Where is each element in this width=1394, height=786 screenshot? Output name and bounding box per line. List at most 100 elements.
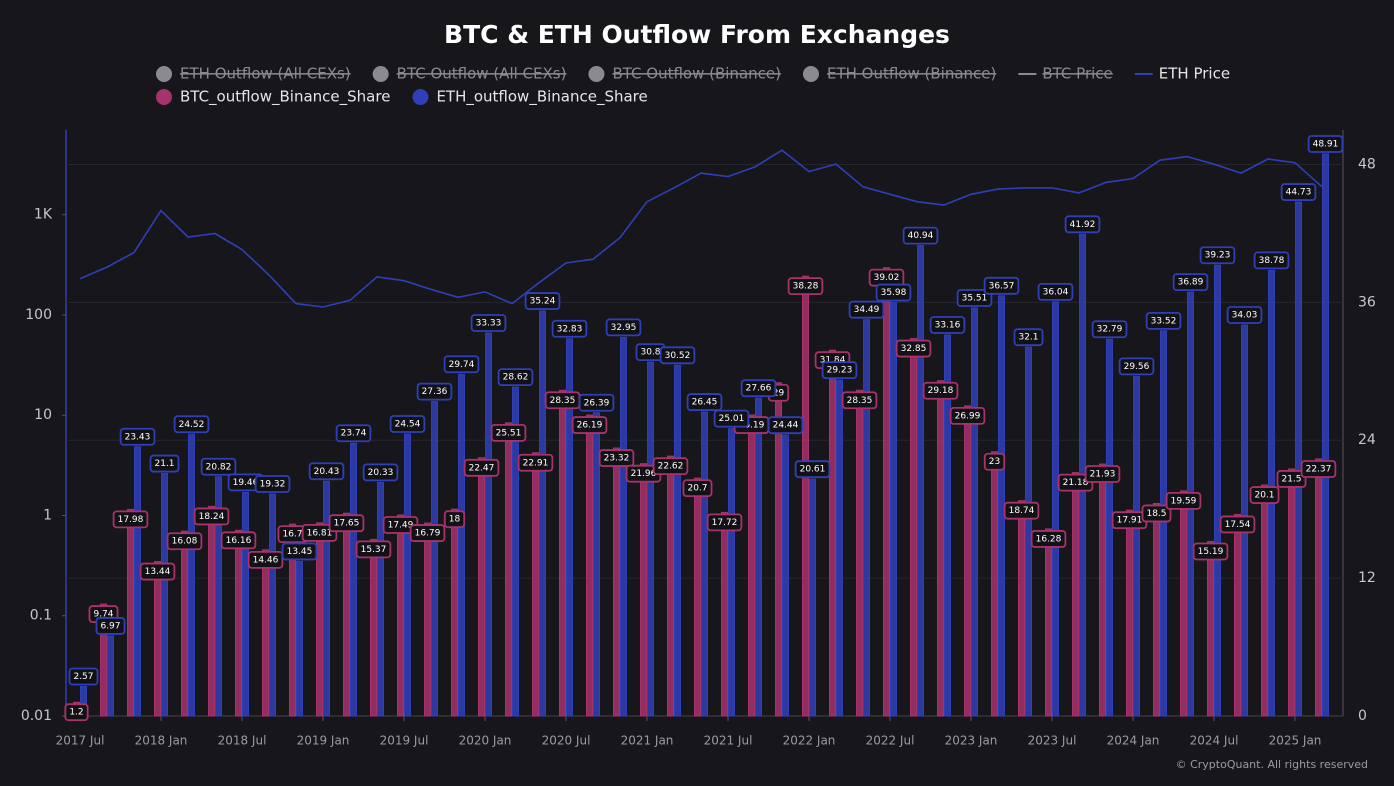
value-label-text: 20.1 (1254, 491, 1274, 501)
bar (1315, 458, 1322, 717)
bar (1126, 509, 1133, 717)
value-label-text: 26.19 (577, 421, 603, 431)
bar (944, 334, 951, 717)
value-label-box (578, 393, 615, 412)
bar (883, 267, 890, 717)
value-label: 28.62 (497, 368, 534, 387)
y2-tick-label: 48 (1358, 156, 1376, 172)
y-tick-label: 10 (34, 407, 52, 423)
value-label-box (308, 462, 345, 481)
value-label: 28.35 (841, 391, 878, 410)
value-label: 36.04 (1037, 282, 1074, 301)
bar (1025, 346, 1032, 717)
value-label: 24.52 (173, 415, 210, 434)
value-label: 24.54 (389, 415, 426, 433)
value-label: 23.74 (335, 424, 372, 443)
value-label: 20.82 (200, 457, 237, 476)
legend-item: ETH Outflow (All CEXs) (156, 65, 351, 83)
value-label-text: 39.23 (1205, 251, 1231, 261)
bar (208, 505, 215, 717)
bar (451, 508, 458, 717)
bar (181, 530, 188, 717)
legend-label: BTC_outflow_Binance_Share (180, 88, 390, 107)
value-label-text: 26.45 (692, 398, 718, 408)
bar (1052, 301, 1059, 717)
value-label: 36.89 (1172, 273, 1209, 292)
value-label-box (1013, 328, 1044, 347)
value-label-text: 35.98 (881, 288, 907, 298)
bar (1099, 463, 1106, 717)
legend-label: BTC Outflow (Binance) (612, 65, 781, 83)
value-label: 25.51 (490, 423, 527, 442)
y2-tick-label: 36 (1358, 294, 1376, 310)
value-label-text: 38.28 (793, 282, 819, 292)
bar (316, 522, 323, 717)
value-label-box (682, 479, 713, 498)
bar (971, 307, 978, 717)
bar (1207, 540, 1214, 717)
value-label: 32.95 (605, 318, 642, 337)
bar (782, 434, 789, 717)
value-label-box (706, 513, 743, 532)
value-label-box (1118, 357, 1155, 376)
bar (478, 457, 485, 717)
value-label: 22.37 (1300, 460, 1337, 478)
value-label-box (463, 458, 500, 477)
value-label-box (524, 292, 561, 310)
value-label-box (902, 226, 939, 245)
bar (701, 411, 708, 717)
value-label-box (983, 452, 1006, 471)
bar (1234, 513, 1241, 717)
bar (1045, 528, 1052, 717)
legend-item: ETH_outflow_Binance_Share (412, 88, 648, 107)
value-label-text: 19.46 (233, 478, 259, 488)
value-label-box (1141, 504, 1172, 523)
value-label: 33.33 (470, 314, 507, 332)
bar (485, 332, 492, 717)
value-label-text: 35.24 (530, 297, 556, 307)
value-label-text: 33.52 (1151, 316, 1177, 326)
value-label-text: 16.7 (282, 530, 302, 540)
value-label-box (1280, 183, 1317, 201)
value-label: 26.19 (571, 416, 608, 434)
value-label-box (200, 457, 237, 476)
value-label: 21.1 (149, 454, 180, 473)
value-label: 26.99 (949, 406, 986, 425)
value-label-text: 22.91 (523, 458, 549, 468)
bar (262, 549, 269, 717)
value-label-text: 17.49 (388, 521, 414, 531)
value-label-text: 15.37 (361, 545, 387, 555)
value-label-box (1030, 530, 1067, 548)
legend: ETH Outflow (All CEXs) BTC Outflow (All C… (156, 65, 1230, 107)
value-label-text: 34.49 (854, 305, 880, 315)
value-label: 29.56 (1118, 357, 1155, 376)
value-label: 29.74 (443, 355, 480, 374)
x-tick-label: 2025 Jan (1269, 734, 1322, 748)
y-tick-label: 0.01 (21, 708, 52, 724)
bar (620, 336, 627, 717)
value-label-text: 18.5 (1146, 509, 1166, 519)
bar (647, 361, 654, 717)
value-label-text: 9.74 (93, 610, 113, 620)
value-label-box (1276, 470, 1307, 488)
value-label-box (416, 382, 453, 401)
value-label-text: 29.56 (1124, 362, 1150, 372)
value-label-text: 13.44 (145, 567, 171, 577)
legend-item: BTC Outflow (All CEXs) (372, 65, 566, 83)
bar (458, 373, 465, 717)
bar (775, 382, 782, 717)
value-label: 13.44 (139, 562, 176, 581)
value-label: 35.24 (524, 292, 561, 310)
y2-tick-label: 12 (1358, 570, 1376, 586)
value-label-box (247, 550, 284, 569)
value-label-box (929, 316, 966, 334)
legend-marker (372, 66, 389, 82)
value-label: 30.8 (635, 343, 666, 362)
bar (350, 442, 357, 717)
bar (289, 523, 296, 717)
bar (215, 476, 222, 717)
bar (154, 561, 161, 717)
bar (836, 379, 843, 717)
value-label-text: 14.46 (253, 555, 279, 565)
bars (73, 153, 1329, 717)
